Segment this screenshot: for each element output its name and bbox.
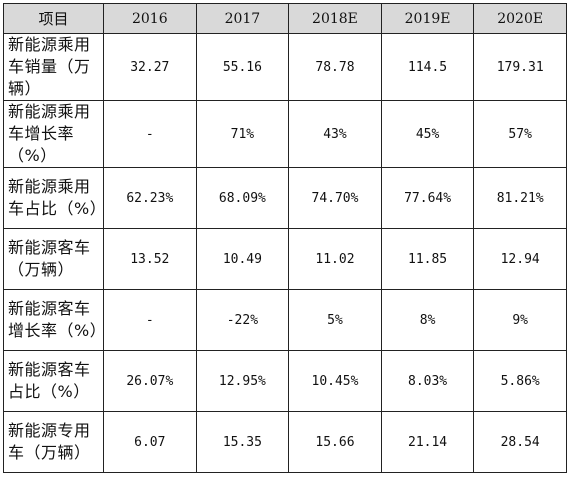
table-cell: 57% [473, 100, 567, 168]
table-row: 新能源乘用车销量（万辆） 32.27 55.16 78.78 114.5 179… [3, 33, 567, 101]
table-cell: 55.16 [195, 33, 290, 101]
table-cell: 8.03% [380, 350, 475, 412]
table-cell: 71% [195, 100, 290, 168]
row-label: 新能源专用车（万辆） [3, 411, 104, 473]
table-row: 新能源客车占比（%） 26.07% 12.95% 10.45% 8.03% 5.… [3, 350, 567, 412]
header-row: 项目 2016 2017 2018E 2019E 2020E [3, 3, 567, 34]
table-cell: 45% [380, 100, 475, 168]
table-cell: 28.54 [473, 411, 567, 473]
table-cell: 15.66 [288, 411, 382, 473]
table-row: 新能源客车（万辆） 13.52 10.49 11.02 11.85 12.94 [3, 228, 567, 290]
table-row: 新能源专用车（万辆） 6.07 15.35 15.66 21.14 28.54 [3, 411, 567, 473]
table-cell: 12.94 [473, 228, 567, 290]
table-cell: 10.49 [195, 228, 290, 290]
header-cell-2017: 2017 [195, 3, 290, 34]
table-row: 新能源客车增长率（%） - -22% 5% 8% 9% [3, 289, 567, 351]
table-cell: 114.5 [380, 33, 475, 101]
header-cell-2018e: 2018E [288, 3, 382, 34]
table-row: 新能源乘用车占比（%） 62.23% 68.09% 74.70% 77.64% … [3, 167, 567, 229]
table-cell: 43% [288, 100, 382, 168]
table-cell: 12.95% [195, 350, 290, 412]
table-cell: 32.27 [103, 33, 197, 101]
table-cell: 26.07% [103, 350, 197, 412]
table-cell: 179.31 [473, 33, 567, 101]
table-cell: 11.85 [380, 228, 475, 290]
row-label: 新能源乘用车销量（万辆） [3, 33, 104, 101]
row-label: 新能源客车增长率（%） [3, 289, 106, 351]
table-cell: - [103, 100, 197, 168]
header-cell-2020e: 2020E [473, 3, 567, 34]
table-cell: 21.14 [380, 411, 475, 473]
row-label: 新能源客车（万辆） [3, 228, 104, 290]
header-cell-item: 项目 [3, 3, 104, 34]
table-cell: 13.52 [103, 228, 197, 290]
table-cell: 10.45% [288, 350, 382, 412]
header-cell-2019e: 2019E [380, 3, 475, 34]
table-cell: 5% [288, 289, 382, 351]
table-cell: - [103, 289, 197, 351]
table-cell: 74.70% [288, 167, 382, 229]
table-cell: 6.07 [103, 411, 197, 473]
row-label: 新能源客车占比（%） [3, 350, 104, 412]
data-table: 项目 2016 2017 2018E 2019E 2020E 新能源乘用车销量（… [3, 3, 567, 473]
table-cell: 5.86% [473, 350, 567, 412]
table-cell: 68.09% [195, 167, 290, 229]
table-row: 新能源乘用车增长率（%） - 71% 43% 45% 57% [3, 100, 567, 168]
table-cell: 11.02 [288, 228, 382, 290]
table-cell: 9% [473, 289, 567, 351]
table-cell: 81.21% [473, 167, 567, 229]
table-cell: 8% [380, 289, 475, 351]
row-label: 新能源乘用车占比（%） [3, 167, 106, 229]
table-cell: 77.64% [380, 167, 475, 229]
table-cell: -22% [195, 289, 290, 351]
row-label: 新能源乘用车增长率（%） [3, 100, 104, 168]
table-cell: 62.23% [103, 167, 197, 229]
table-cell: 78.78 [288, 33, 382, 101]
header-cell-2016: 2016 [103, 3, 197, 34]
table-cell: 15.35 [195, 411, 290, 473]
